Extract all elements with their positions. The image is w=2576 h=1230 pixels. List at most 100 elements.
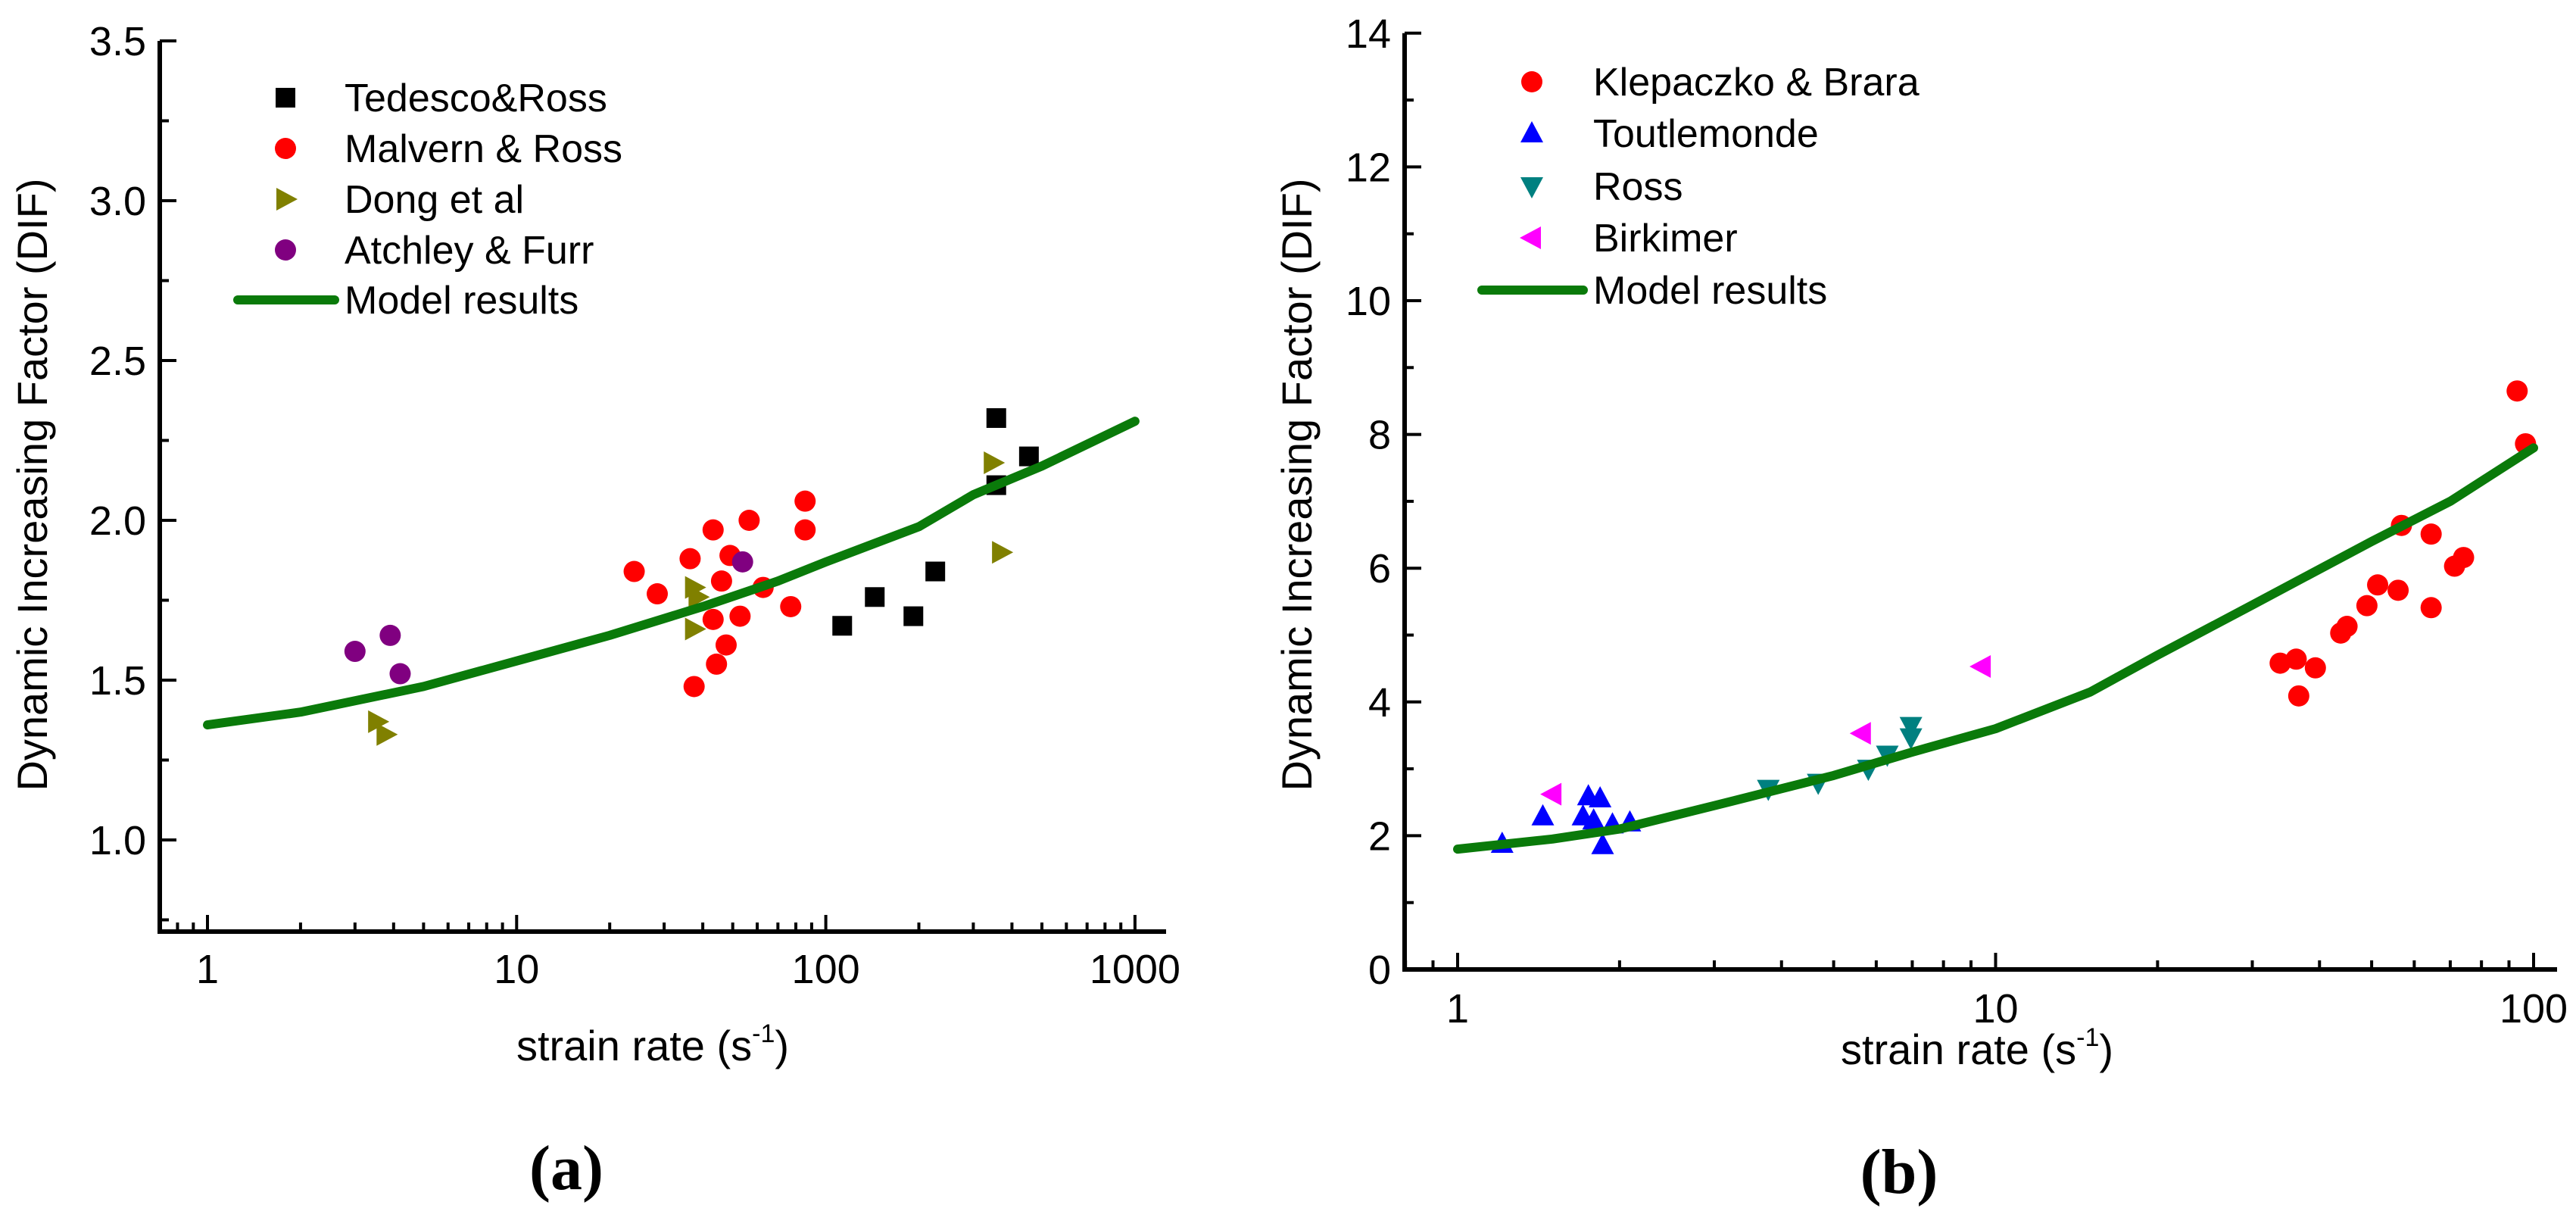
x-axis-title-close: )	[2099, 1026, 2113, 1073]
series-birkimer	[1540, 655, 1991, 806]
panel-label: (b)	[1860, 1137, 1938, 1207]
x-axis-title-text: strain rate (s	[516, 1022, 752, 1069]
data-point	[715, 634, 737, 656]
data-point	[379, 624, 401, 646]
data-point	[702, 519, 724, 541]
data-point	[986, 407, 1006, 428]
legend-marker	[1520, 177, 1543, 198]
data-point	[729, 605, 751, 627]
x-tick-label: 10	[1973, 986, 2018, 1032]
data-point	[1589, 785, 1612, 807]
data-point	[738, 510, 760, 531]
legend-entry: Klepaczko & Brara	[1521, 61, 1920, 105]
y-tick-label: 3.5	[89, 19, 146, 64]
data-point	[623, 560, 645, 582]
data-point	[2269, 652, 2291, 674]
data-point	[2387, 579, 2409, 601]
legend-label: Ross	[1593, 165, 1683, 209]
chart-panel-b: 0 2 4 6 8 10 12 14 1 10 100 Dynamic Increasing Fact…	[1273, 11, 2568, 1207]
y-tick-label: 4	[1368, 680, 1391, 726]
data-point	[2304, 657, 2326, 679]
x-tick-label: 10	[494, 947, 539, 992]
legend-label: Tedesco&Ross	[345, 76, 607, 120]
y-tick-label: 6	[1368, 546, 1391, 592]
series-model-results	[1453, 443, 2538, 854]
data-point	[706, 653, 728, 675]
y-axis-title: Dynamic Increasing Factor (DIF)	[8, 178, 56, 791]
data-point	[2336, 616, 2358, 638]
data-point	[794, 519, 816, 541]
legend-label: Atchley & Furr	[345, 229, 594, 273]
data-point	[903, 606, 924, 626]
legend-marker	[276, 88, 295, 108]
y-tick-label: 12	[1346, 145, 1391, 190]
legend-entry: Malvern & Ross	[275, 127, 622, 171]
data-point	[984, 451, 1006, 475]
x-axis-title-text: strain rate (s	[1841, 1026, 2076, 1073]
data-point	[368, 710, 390, 733]
legend-entry: Ross	[1520, 165, 1683, 209]
data-point	[389, 663, 411, 685]
legend-entry: Model results	[1477, 269, 1827, 313]
y-axis-title: Dynamic Increasing Factor (DIF)	[1273, 178, 1321, 791]
data-point	[992, 541, 1014, 564]
data-point	[1849, 722, 1871, 745]
y-tick-label: 8	[1368, 413, 1391, 458]
x-axis-title: strain rate (s-1)	[1841, 1023, 2113, 1073]
data-point	[1582, 808, 1605, 830]
data-point	[376, 723, 398, 746]
x-tick-label: 1000	[1090, 947, 1180, 992]
data-point	[344, 641, 366, 663]
legend-label: Dong et al	[345, 178, 524, 222]
legend-marker	[276, 188, 298, 211]
data-point	[1531, 804, 1555, 826]
legend-marker	[1520, 121, 1543, 142]
x-tick-label: 1	[196, 947, 219, 992]
legend-entry: Model results	[233, 279, 579, 323]
data-point	[688, 585, 710, 609]
legend-marker	[1521, 71, 1542, 92]
x-tick-label: 100	[792, 947, 860, 992]
series-atchley-furr	[344, 551, 753, 685]
data-point	[710, 570, 732, 592]
data-point	[2288, 685, 2309, 707]
data-point	[2420, 523, 2442, 545]
data-point	[865, 587, 885, 607]
x-tick-label: 100	[2500, 986, 2568, 1032]
legend-label: Klepaczko & Brara	[1593, 61, 1920, 105]
data-point	[683, 676, 705, 698]
x-axis-title-close: )	[775, 1022, 789, 1069]
data-point	[1969, 655, 1991, 679]
data-point	[2285, 648, 2307, 670]
y-tick-label: 3.0	[89, 179, 146, 224]
data-point	[832, 616, 853, 636]
data-point	[731, 551, 753, 573]
data-point	[647, 583, 669, 605]
data-point	[925, 561, 946, 582]
y-tick-label: 1.0	[89, 818, 146, 863]
legend-label: Model results	[1593, 269, 1827, 313]
model-curve	[203, 417, 1140, 730]
series-model-results	[203, 417, 1140, 730]
y-tick-label: 14	[1346, 11, 1391, 57]
x-axis-title-superscript: -1	[752, 1019, 775, 1048]
data-point	[2356, 595, 2378, 617]
legend-entry: Atchley & Furr	[275, 229, 594, 273]
data-point	[794, 490, 816, 512]
legend-label: Toutlemonde	[1593, 112, 1819, 156]
data-point	[2420, 597, 2442, 619]
data-point	[2506, 380, 2528, 402]
legend-marker	[275, 138, 296, 159]
x-axis-title: strain rate (s-1)	[516, 1019, 789, 1069]
x-tick-label: 1	[1446, 986, 1469, 1032]
y-tick-label: 0	[1368, 947, 1391, 993]
data-point	[1899, 716, 1923, 738]
y-tick-label: 2.0	[89, 498, 146, 544]
y-tick-label: 10	[1346, 279, 1391, 324]
panel-label: (a)	[529, 1133, 603, 1203]
legend-label: Birkimer	[1593, 217, 1738, 261]
chart-panel-a: 1.0 1.5 2.0 2.5 3.0 3.5 1 10 100 1000 Dynamic Incr…	[8, 19, 1180, 1203]
data-point	[1540, 782, 1562, 806]
series-dong-et-al	[368, 451, 1014, 746]
